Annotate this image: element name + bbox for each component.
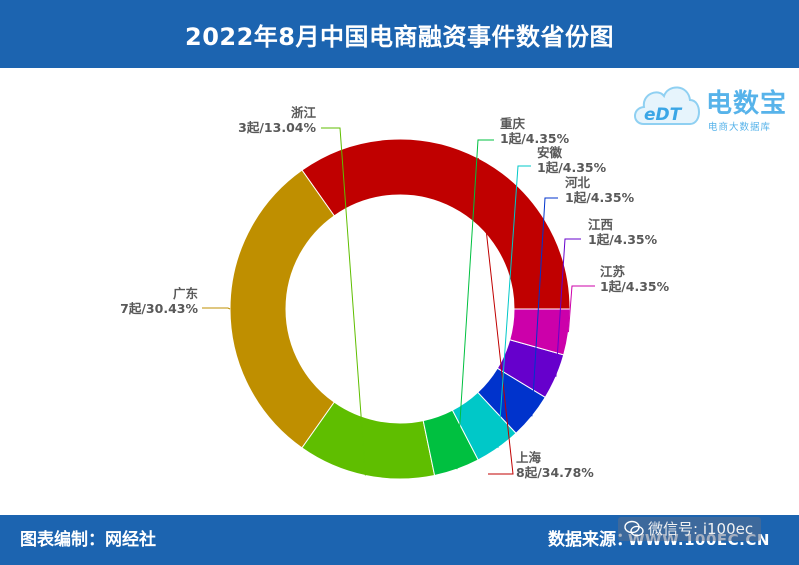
wechat-watermark: 微信号: i100ec xyxy=(618,517,762,541)
leader-line-7 xyxy=(555,238,581,377)
slice-name-label: 江苏 xyxy=(600,264,626,279)
footer-bar: 图表编制：网经社 数据来源： WWW.100EC.CN 微信号: i100ec xyxy=(0,515,799,565)
leader-line-5 xyxy=(497,165,531,448)
donut-slice-2 xyxy=(229,169,335,449)
slice-name-label: 广东 xyxy=(173,286,199,301)
leader-line-2 xyxy=(202,307,231,310)
slice-value-label: 7起/30.43% xyxy=(120,301,198,316)
leader-line-4 xyxy=(456,139,494,470)
data-source-label: 数据来源： xyxy=(548,530,633,550)
donut-slice-1 xyxy=(301,138,571,310)
logo-sub-text: 电商大数据库 xyxy=(708,122,772,133)
leader-line-3 xyxy=(321,127,366,476)
slice-name-label: 安徽 xyxy=(537,145,563,160)
slice-name-label: 上海 xyxy=(516,450,542,465)
chart-credit: 图表编制：网经社 xyxy=(20,530,156,550)
leader-line-6 xyxy=(531,197,558,417)
leader-line-8 xyxy=(567,285,595,333)
slice-value-label: 8起/34.78% xyxy=(516,465,594,480)
brand-logo: eDT 电数宝 电商大数据库 xyxy=(630,74,795,136)
leader-line-1 xyxy=(477,158,514,475)
slice-name-label: 浙江 xyxy=(291,105,317,120)
slice-value-label: 1起/4.35% xyxy=(588,232,658,247)
slice-name-label: 河北 xyxy=(565,175,591,190)
slice-value-label: 1起/4.35% xyxy=(537,160,607,175)
donut-slice-8 xyxy=(509,308,571,356)
slice-value-label: 1起/4.35% xyxy=(565,190,635,205)
wechat-id: 微信号: i100ec xyxy=(648,520,754,538)
cloud-logo-icon: eDT xyxy=(634,86,700,125)
slice-value-label: 1起/4.35% xyxy=(600,279,670,294)
page-title: 2022年8月中国电商融资事件数省份图 xyxy=(185,22,614,51)
slice-name-label: 江西 xyxy=(588,217,613,232)
slice-value-label: 1起/4.35% xyxy=(500,131,570,146)
slice-name-label: 重庆 xyxy=(500,116,526,131)
slice-value-label: 3起/13.04% xyxy=(238,120,316,135)
logo-main-text: 电数宝 xyxy=(706,89,788,119)
header-bar: 2022年8月中国电商融资事件数省份图 xyxy=(0,0,799,68)
logo-mark: eDT xyxy=(644,105,683,125)
wechat-icon xyxy=(624,520,644,537)
